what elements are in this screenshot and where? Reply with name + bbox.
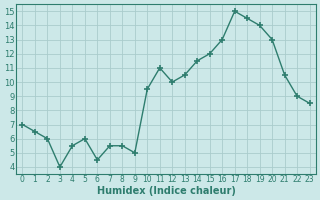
- X-axis label: Humidex (Indice chaleur): Humidex (Indice chaleur): [97, 186, 236, 196]
